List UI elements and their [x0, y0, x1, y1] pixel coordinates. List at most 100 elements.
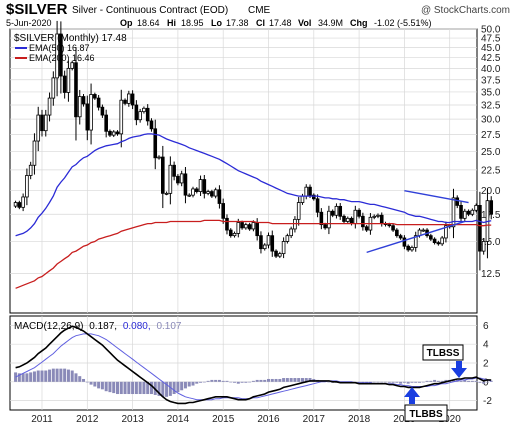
macd-histogram-bar: [482, 381, 486, 384]
candle: [459, 201, 463, 224]
candle-body: [43, 114, 48, 132]
candle-body: [372, 215, 376, 218]
macd-histogram-bar: [214, 379, 218, 382]
macd-histogram-bar: [21, 373, 25, 382]
candle: [391, 223, 395, 232]
candle-body: [429, 235, 433, 240]
macd-histogram-bar: [259, 379, 263, 382]
candle: [429, 233, 433, 241]
candle-body: [281, 241, 286, 255]
macd-year-label: 2015: [212, 414, 235, 425]
macd-histogram-bar: [206, 380, 210, 382]
candle: [191, 186, 195, 198]
macd-histogram-bar: [414, 381, 418, 383]
candle-body: [311, 194, 316, 200]
candle-body: [51, 77, 56, 99]
candle: [206, 189, 210, 196]
candle-body: [462, 210, 467, 219]
macd-histogram-bar: [32, 371, 36, 382]
candle-body: [77, 96, 82, 118]
price-tick-label: 25.0: [481, 147, 501, 158]
candle-body: [319, 211, 324, 226]
candle: [228, 228, 233, 238]
price-tick-label: 32.5: [481, 101, 501, 112]
macd-histogram-bar: [451, 379, 455, 382]
macd-histogram-bar: [308, 378, 312, 382]
macd-histogram-bar: [134, 381, 138, 395]
candle-body: [421, 229, 426, 232]
macd-histogram-bar: [202, 381, 206, 383]
macd-histogram-bar: [402, 381, 406, 383]
candle-body: [172, 164, 176, 177]
macd-histogram-bar: [44, 370, 48, 382]
macd-histogram-bar: [199, 381, 203, 383]
macd-histogram-bar: [433, 379, 437, 382]
candle: [138, 108, 142, 123]
candle: [21, 193, 25, 212]
candle: [240, 220, 244, 230]
candle: [296, 197, 301, 226]
candle-body: [157, 156, 161, 159]
candle-body: [240, 222, 244, 229]
candle-body: [25, 175, 29, 198]
macd-histogram-bar: [470, 380, 474, 382]
candle-body: [364, 226, 369, 231]
candle: [28, 161, 33, 180]
candle: [395, 228, 399, 238]
candle: [361, 212, 365, 231]
candle-body: [349, 217, 354, 224]
macd-tick-label: -2: [483, 396, 492, 407]
price-tick-label: 27.5: [481, 130, 501, 141]
macd-histogram-bar: [376, 381, 380, 383]
candle-body: [81, 96, 86, 105]
candle: [77, 89, 82, 125]
candle: [142, 106, 146, 114]
candle: [225, 214, 229, 235]
candle: [183, 166, 188, 204]
candle-body: [323, 224, 327, 229]
candle: [342, 214, 346, 224]
candle-body: [244, 224, 248, 229]
macd-histogram-bar: [429, 380, 433, 382]
macd-histogram-bar: [161, 381, 165, 397]
macd-histogram-bar: [51, 368, 55, 382]
macd-histogram-bar: [418, 381, 421, 383]
candle-body: [127, 93, 131, 104]
macd-histogram-bar: [48, 369, 52, 382]
candle-body: [225, 217, 229, 231]
candle-body: [160, 156, 165, 194]
candle-body: [296, 202, 301, 220]
candle-body: [187, 194, 192, 197]
macd-histogram-bar: [217, 379, 221, 382]
macd-histogram-bar: [406, 381, 410, 384]
candle: [168, 156, 173, 205]
candle: [440, 235, 444, 246]
header: $SILVER Silver - Continuous Contract (EO…: [6, 1, 510, 28]
candle: [59, 21, 63, 94]
macd-histogram-bar: [176, 381, 180, 393]
candle: [470, 208, 475, 217]
candle: [402, 235, 407, 250]
macd-histogram-bar: [425, 380, 429, 382]
candle-body: [274, 250, 278, 257]
candle: [266, 232, 271, 249]
candle-body: [66, 67, 71, 93]
price-tick-label: 45.0: [481, 43, 501, 54]
candle: [334, 203, 339, 219]
candle: [432, 237, 437, 245]
ema50-legend: EMA(50) 16.87: [29, 43, 90, 53]
macd-year-label: 2013: [121, 414, 144, 425]
candle-body: [379, 214, 384, 224]
candle-body: [466, 210, 471, 215]
candle-body: [308, 186, 312, 196]
candle-body: [387, 224, 392, 227]
change-label: Chg: [350, 18, 368, 28]
candle-body: [21, 196, 25, 208]
macd-tick-label: 0: [483, 377, 489, 388]
macd-histogram-bar: [100, 381, 104, 390]
candle: [213, 187, 218, 199]
macd-histogram-bar: [270, 378, 274, 382]
candle: [262, 243, 267, 251]
macd-histogram-bar: [55, 368, 59, 382]
macd-histogram-bar: [74, 373, 78, 382]
